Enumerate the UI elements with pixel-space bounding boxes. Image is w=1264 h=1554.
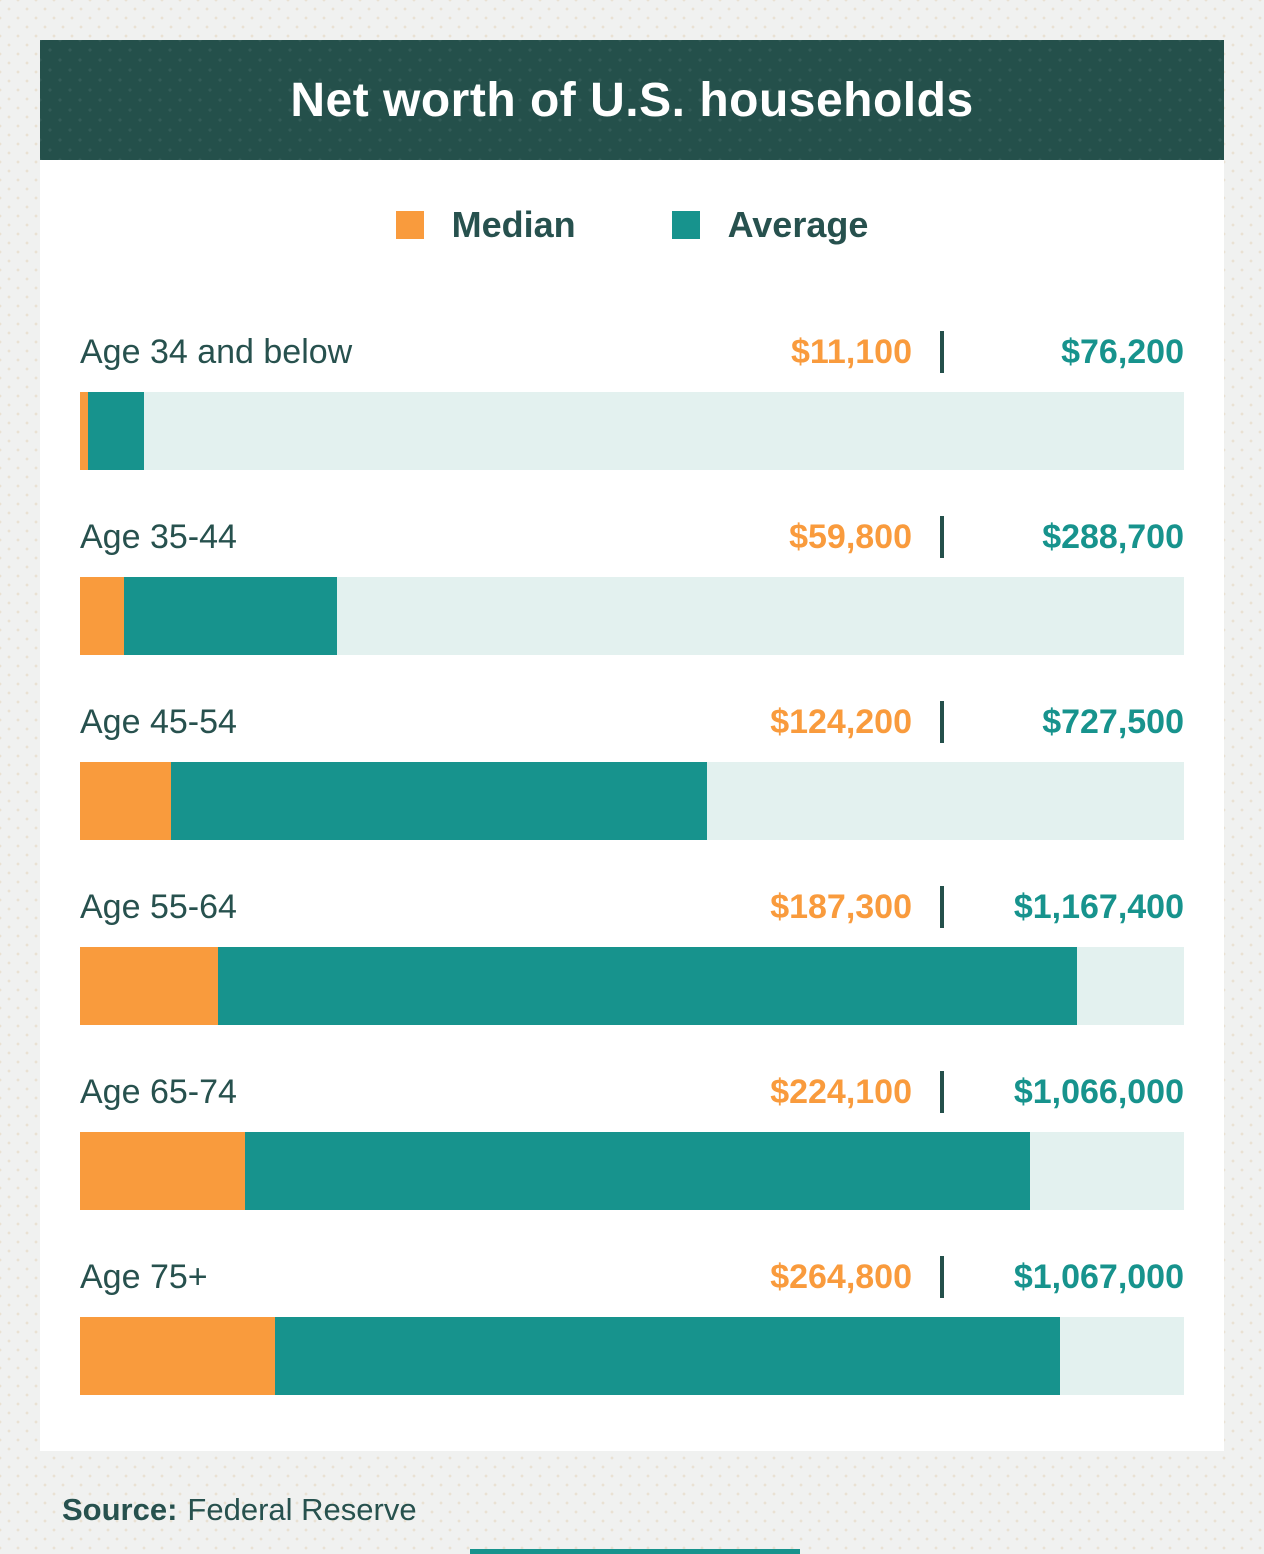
median-value: $224,100 [770, 1072, 912, 1111]
source-label: Source: [62, 1492, 178, 1527]
average-bar-segment [124, 577, 337, 655]
average-bar-segment [217, 947, 1078, 1025]
average-value: $76,200 [1061, 332, 1184, 371]
median-bar-segment [80, 947, 218, 1025]
value-divider [940, 886, 944, 928]
average-value: $1,067,000 [1013, 1257, 1184, 1296]
average-value: $288,700 [1042, 517, 1184, 556]
row-label: Age 55-64 [80, 887, 237, 926]
chart-row: Age 65-74 $224,100 $1,066,000 [80, 1070, 1184, 1210]
row-label: Age 34 and below [80, 332, 353, 371]
row-head: Age 65-74 $224,100 $1,066,000 [80, 1070, 1184, 1114]
page-title: Net worth of U.S. households [290, 73, 974, 127]
bar-track [80, 1132, 1184, 1210]
row-head: Age 35-44 $59,800 $288,700 [80, 515, 1184, 559]
median-bar-segment [80, 392, 89, 470]
median-value: $11,100 [790, 332, 912, 371]
chart-row: Age 55-64 $187,300 $1,167,400 [80, 885, 1184, 1025]
legend-item-median: Median [395, 204, 576, 246]
bar-track [80, 762, 1184, 840]
chart-rows: Age 34 and below $11,100 $76,200 Age 35-… [80, 330, 1184, 1440]
row-head: Age 75+ $264,800 $1,067,000 [80, 1255, 1184, 1299]
average-bar-segment [274, 1317, 1061, 1395]
median-bar-segment [80, 762, 172, 840]
value-divider [940, 1071, 944, 1113]
legend-label-median: Median [451, 204, 576, 245]
average-value: $1,167,400 [1013, 887, 1184, 926]
bar-track [80, 1317, 1184, 1395]
bar-track [80, 947, 1184, 1025]
chart-row: Age 75+ $264,800 $1,067,000 [80, 1255, 1184, 1395]
source-note: Source: Federal Reserve [62, 1492, 417, 1528]
row-head: Age 34 and below $11,100 $76,200 [80, 330, 1184, 374]
bar-track [80, 577, 1184, 655]
chart-row: Age 45-54 $124,200 $727,500 [80, 700, 1184, 840]
legend-item-average: Average [671, 204, 869, 246]
median-value: $124,200 [770, 702, 912, 741]
value-divider [940, 1256, 944, 1298]
median-bar-segment [80, 1132, 245, 1210]
median-value: $264,800 [770, 1257, 912, 1296]
row-label: Age 75+ [80, 1257, 208, 1296]
median-value: $187,300 [770, 887, 912, 926]
median-value: $59,800 [789, 517, 912, 556]
legend-label-average: Average [727, 204, 869, 245]
chart-row: Age 35-44 $59,800 $288,700 [80, 515, 1184, 655]
average-value: $1,066,000 [1013, 1072, 1184, 1111]
header-banner: Net worth of U.S. households [40, 40, 1224, 160]
row-label: Age 65-74 [80, 1072, 237, 1111]
median-swatch-icon [395, 211, 424, 239]
median-bar-segment [80, 577, 125, 655]
next-section-peek [470, 1549, 800, 1554]
average-bar-segment [244, 1132, 1030, 1210]
chart-row: Age 34 and below $11,100 $76,200 [80, 330, 1184, 470]
source-text: Federal Reserve [187, 1492, 417, 1527]
row-label: Age 35-44 [80, 517, 237, 556]
value-divider [940, 701, 944, 743]
median-bar-segment [80, 1317, 275, 1395]
row-head: Age 45-54 $124,200 $727,500 [80, 700, 1184, 744]
row-head: Age 55-64 $187,300 $1,167,400 [80, 885, 1184, 929]
infographic-card: Median Average Age 34 and below $11,100 … [40, 160, 1224, 1451]
legend: Median Average [40, 204, 1224, 246]
value-divider [940, 516, 944, 558]
average-swatch-icon [671, 211, 700, 239]
value-divider [940, 331, 944, 373]
bar-track [80, 392, 1184, 470]
average-bar-segment [171, 762, 707, 840]
average-value: $727,500 [1042, 702, 1184, 741]
row-label: Age 45-54 [80, 702, 237, 741]
average-bar-segment [88, 392, 145, 470]
